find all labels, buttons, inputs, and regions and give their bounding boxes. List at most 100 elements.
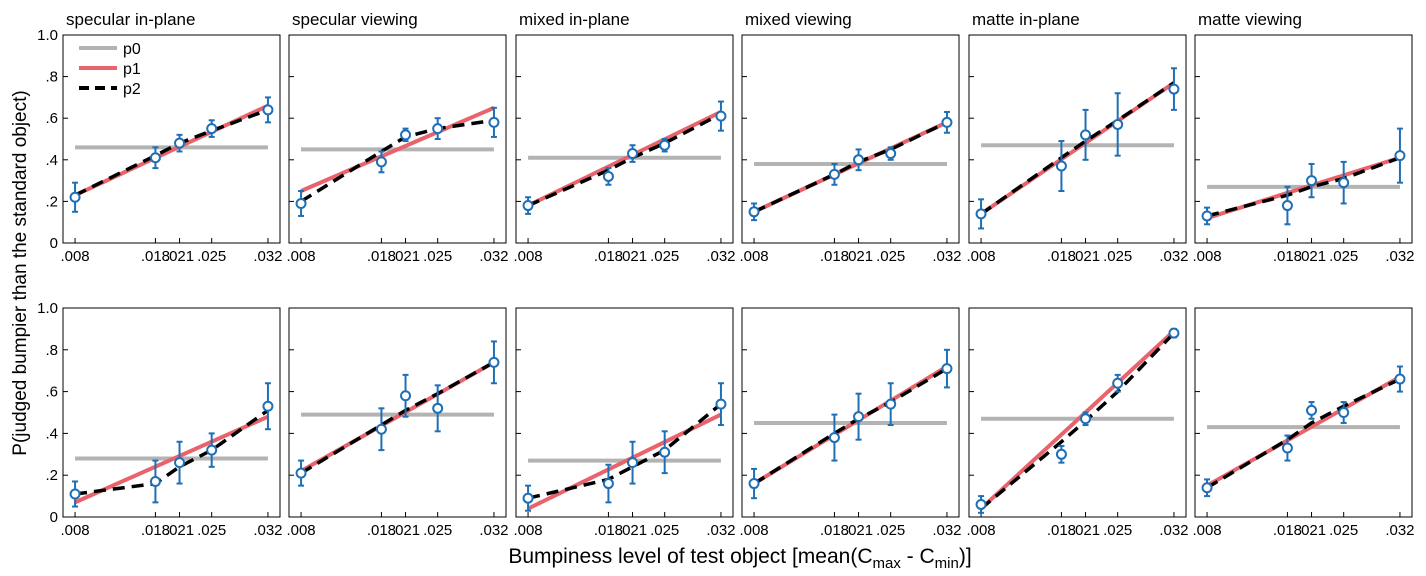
panel-title: matte in-plane bbox=[972, 10, 1080, 29]
data-point bbox=[69, 181, 81, 213]
x-axis-label-part: - C bbox=[901, 545, 935, 568]
x-tick-label: .032 bbox=[1159, 522, 1188, 539]
data-point bbox=[174, 133, 186, 153]
data-point bbox=[375, 407, 387, 452]
y-tick-label: .2 bbox=[45, 467, 58, 484]
panel-frame bbox=[968, 34, 1187, 244]
x-tick-label: .018 bbox=[594, 522, 623, 539]
x-tick-label: .025 bbox=[876, 522, 905, 539]
x-tick-label: .032 bbox=[1385, 248, 1414, 265]
data-point bbox=[522, 484, 534, 512]
x-tick-label: .025 bbox=[650, 522, 679, 539]
x-tick-label: .018 bbox=[820, 248, 849, 265]
x-tick-label: .025 bbox=[197, 248, 226, 265]
panel-2: .008 .018.021.025 .032 specular viewing bbox=[286, 10, 508, 265]
legend-label-p0: p0 bbox=[123, 41, 141, 58]
x-tick-label: .021 bbox=[844, 248, 873, 265]
panel-frame bbox=[741, 307, 960, 518]
data-point bbox=[975, 198, 987, 230]
data-marker bbox=[1281, 442, 1293, 454]
panel-frame bbox=[968, 307, 1187, 518]
data-marker bbox=[262, 104, 274, 116]
data-point bbox=[488, 340, 500, 385]
x-tick-label: .018 bbox=[141, 522, 170, 539]
data-marker bbox=[748, 478, 760, 490]
x-tick-label: .018 bbox=[367, 522, 396, 539]
y-tick-label: 0 bbox=[50, 235, 58, 252]
panel-5: .008 .018.021.025 .032 matte in-plane bbox=[966, 10, 1188, 265]
x-tick-label: .018 bbox=[1273, 248, 1302, 265]
y-tick-label: 1.0 bbox=[37, 300, 58, 317]
x-tick-label: .021 bbox=[618, 248, 647, 265]
x-tick-label: .021 bbox=[391, 248, 420, 265]
data-marker bbox=[748, 206, 760, 218]
data-marker bbox=[1080, 413, 1092, 425]
y-tick-label: .4 bbox=[45, 152, 58, 169]
data-marker bbox=[828, 168, 840, 180]
x-tick-label: .008 bbox=[1192, 522, 1221, 539]
p2-line bbox=[74, 408, 269, 496]
data-marker bbox=[602, 478, 614, 490]
x-tick-label: .032 bbox=[706, 522, 735, 539]
x-axis-label-part: max bbox=[873, 555, 902, 572]
y-tick-label: 0 bbox=[50, 509, 58, 526]
x-tick-label: .032 bbox=[1385, 522, 1414, 539]
x-tick-label: .018 bbox=[1047, 522, 1076, 539]
data-marker bbox=[400, 129, 412, 141]
data-point bbox=[1055, 140, 1067, 192]
data-point bbox=[1080, 108, 1092, 161]
data-marker bbox=[627, 457, 639, 469]
legend-label-p1: p1 bbox=[123, 61, 141, 78]
data-point bbox=[941, 348, 953, 389]
data-point bbox=[975, 495, 987, 514]
x-tick-label: .018 bbox=[1047, 248, 1076, 265]
panel-frame bbox=[288, 307, 507, 518]
data-point bbox=[602, 167, 614, 186]
data-point bbox=[295, 459, 307, 487]
p2-line bbox=[1206, 377, 1401, 490]
panel-9: .008 .018.021.025 .032 bbox=[513, 307, 736, 539]
panel-3: .008 .018.021.025 .032 mixed in-plane bbox=[513, 10, 735, 265]
x-tick-label: .021 bbox=[1071, 522, 1100, 539]
x-tick-label: .025 bbox=[650, 248, 679, 265]
panel-frame bbox=[62, 307, 281, 518]
data-point bbox=[69, 480, 81, 508]
data-point bbox=[715, 100, 727, 132]
data-marker bbox=[432, 402, 444, 414]
panel-title: mixed viewing bbox=[745, 10, 852, 29]
p2-line bbox=[980, 81, 1175, 216]
data-point bbox=[1338, 160, 1350, 205]
y-tick-label: .8 bbox=[45, 342, 58, 359]
data-marker bbox=[149, 152, 161, 164]
data-point bbox=[853, 392, 865, 441]
data-point bbox=[149, 459, 161, 504]
data-point bbox=[432, 117, 444, 140]
data-point bbox=[488, 106, 500, 138]
panel-8: .008 .018.021.025 .032 bbox=[286, 307, 509, 539]
panel-10: .008 .018.021.025 .032 bbox=[739, 307, 962, 539]
x-tick-label: .025 bbox=[197, 522, 226, 539]
panel-1: .008 .018.021.025 .032 0 .2 .4 .6 .8 1.0 specular… bbox=[37, 10, 282, 265]
data-marker bbox=[1201, 482, 1213, 494]
y-tick-label: .8 bbox=[45, 69, 58, 86]
data-point bbox=[206, 432, 218, 468]
data-marker bbox=[488, 116, 500, 128]
data-marker bbox=[400, 390, 412, 402]
y-tick-label: .6 bbox=[45, 110, 58, 127]
data-point bbox=[828, 162, 840, 186]
data-marker bbox=[828, 432, 840, 444]
y-tick-label: .4 bbox=[45, 425, 58, 442]
data-point bbox=[1168, 67, 1180, 111]
data-point bbox=[627, 144, 639, 163]
p2-line bbox=[1206, 156, 1401, 218]
p2-line bbox=[527, 402, 723, 500]
panel-12: .008 .018.021.025 .032 bbox=[1192, 307, 1415, 539]
x-tick-label: .008 bbox=[60, 522, 89, 539]
data-point bbox=[602, 463, 614, 504]
x-axis-label-part: min bbox=[935, 555, 959, 572]
data-point bbox=[627, 440, 639, 485]
panel-frame bbox=[515, 307, 734, 518]
data-marker bbox=[1281, 200, 1293, 212]
x-tick-label: .008 bbox=[966, 522, 995, 539]
